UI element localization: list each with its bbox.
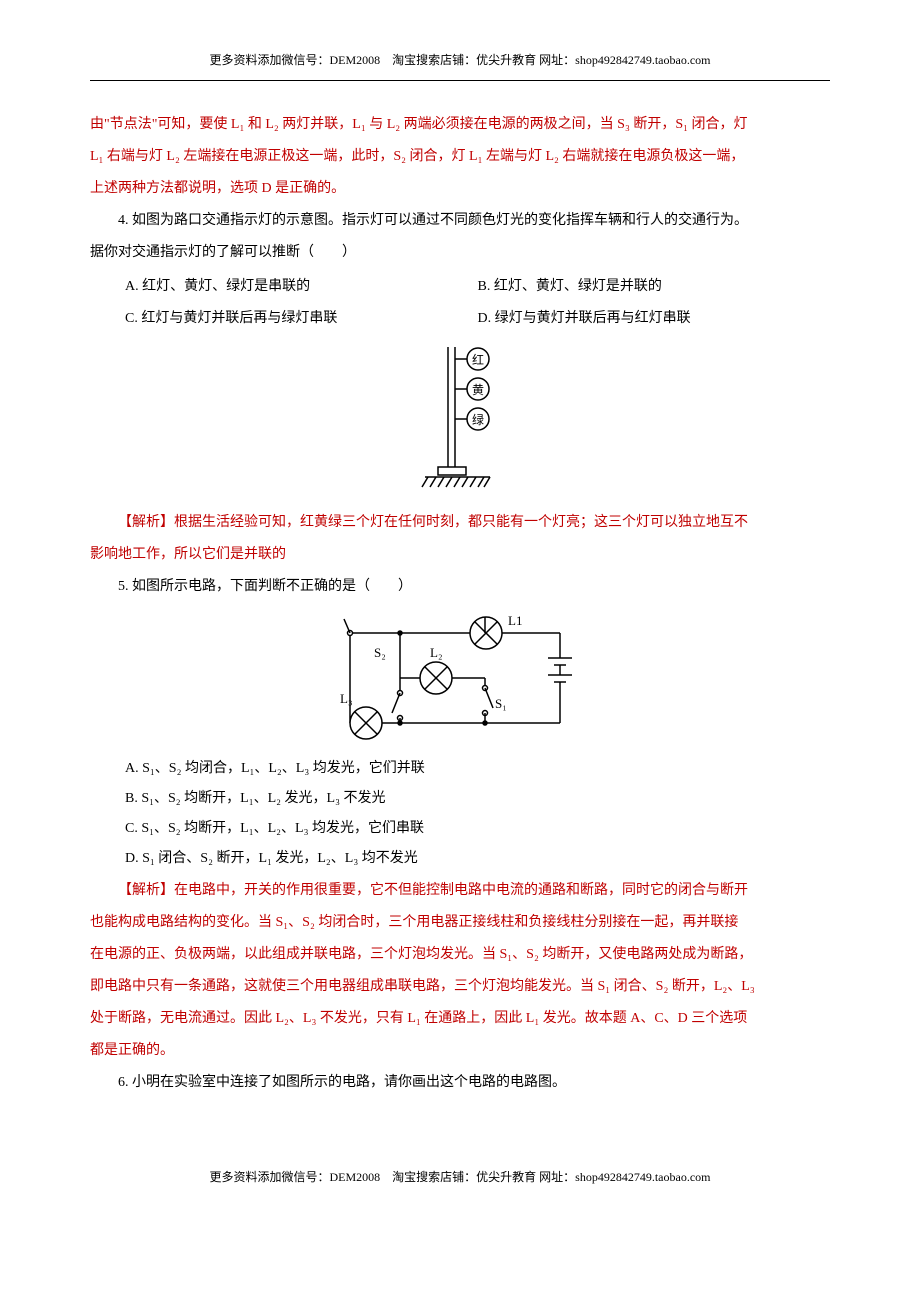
svg-text:L1: L1 bbox=[508, 613, 522, 628]
circuit-diagram-icon: L1 L₃ L₂ bbox=[330, 613, 590, 743]
q5-option-c: C. S₁、S₂ 均断开，L₁、L₂、L₃ 均发光，它们串联 bbox=[90, 815, 830, 843]
answer-para-2: L₁ 右端与灯 L₂ 左端接在电源正极这一端，此时，S₂ 闭合，灯 L₁ 左端与… bbox=[90, 143, 830, 171]
q5-option-d: D. S₁ 闭合、S₂ 断开，L₁ 发光，L₂、L₃ 均不发光 bbox=[90, 845, 830, 873]
svg-text:S₁: S₁ bbox=[495, 696, 507, 711]
q4-option-a: A. 红灯、黄灯、绿灯是串联的 bbox=[125, 273, 478, 301]
q5-answer-4: 即电路中只有一条通路，这就使三个用电器组成串联电路，三个灯泡均能发光。当 S₁ … bbox=[90, 973, 830, 1001]
q5-option-b: B. S₁、S₂ 均断开，L₁、L₂ 发光，L₃ 不发光 bbox=[90, 785, 830, 813]
svg-text:绿: 绿 bbox=[472, 412, 484, 427]
q5-answer-6: 都是正确的。 bbox=[90, 1037, 830, 1065]
q4-option-c: C. 红灯与黄灯并联后再与绿灯串联 bbox=[125, 305, 478, 333]
q5-stem: 5. 如图所示电路，下面判断不正确的是（ ） bbox=[90, 573, 830, 601]
q4-figure: 红 黄 绿 bbox=[90, 347, 830, 497]
svg-text:S₂: S₂ bbox=[374, 645, 386, 660]
svg-text:L₃: L₃ bbox=[340, 691, 352, 706]
q5-option-a: A. S₁、S₂ 均闭合，L₁、L₂、L₃ 均发光，它们并联 bbox=[90, 755, 830, 783]
q5-answer-3: 在电源的正、负极两端，以此组成并联电路，三个灯泡均发光。当 S₁、S₂ 均断开，… bbox=[90, 941, 830, 969]
svg-text:L₂: L₂ bbox=[430, 645, 442, 660]
svg-text:黄: 黄 bbox=[472, 383, 484, 397]
page-footer: 更多资料添加微信号：DEM2008 淘宝搜索店铺：优尖升教育 网址：shop49… bbox=[90, 1157, 830, 1197]
svg-text:红: 红 bbox=[472, 352, 484, 367]
answer-para-3: 上述两种方法都说明，选项 D 是正确的。 bbox=[90, 175, 830, 203]
q5-answer-1: 【解析】在电路中，开关的作用很重要，它不但能控制电路中电流的通路和断路，同时它的… bbox=[90, 877, 830, 905]
q5-figure: L1 L₃ L₂ bbox=[90, 613, 830, 743]
traffic-light-icon: 红 黄 绿 bbox=[420, 347, 500, 497]
q5-answer-5: 处于断路，无电流通过。因此 L₂、L₃ 不发光，只有 L₁ 在通路上，因此 L₁… bbox=[90, 1005, 830, 1033]
q4-stem-1: 4. 如图为路口交通指示灯的示意图。指示灯可以通过不同颜色灯光的变化指挥车辆和行… bbox=[90, 207, 830, 235]
answer-para-1: 由"节点法"可知，要使 L₁ 和 L₂ 两灯并联，L₁ 与 L₂ 两端必须接在电… bbox=[90, 111, 830, 139]
q5-answer-2: 也能构成电路结构的变化。当 S₁、S₂ 均闭合时，三个用电器正接线柱和负接线柱分… bbox=[90, 909, 830, 937]
q4-option-d: D. 绿灯与黄灯并联后再与红灯串联 bbox=[478, 305, 831, 333]
page-header: 更多资料添加微信号：DEM2008 淘宝搜索店铺：优尖升教育 网址：shop49… bbox=[90, 40, 830, 81]
q4-answer-1: 【解析】根据生活经验可知，红黄绿三个灯在任何时刻，都只能有一个灯亮；这三个灯可以… bbox=[90, 509, 830, 537]
q6-stem: 6. 小明在实验室中连接了如图所示的电路，请你画出这个电路的电路图。 bbox=[90, 1069, 830, 1097]
q4-option-b: B. 红灯、黄灯、绿灯是并联的 bbox=[478, 273, 831, 301]
q4-options: A. 红灯、黄灯、绿灯是串联的 B. 红灯、黄灯、绿灯是并联的 C. 红灯与黄灯… bbox=[90, 271, 830, 335]
q4-stem-2: 据你对交通指示灯的了解可以推断（ ） bbox=[90, 239, 830, 267]
q4-answer-2: 影响地工作，所以它们是并联的 bbox=[90, 541, 830, 569]
